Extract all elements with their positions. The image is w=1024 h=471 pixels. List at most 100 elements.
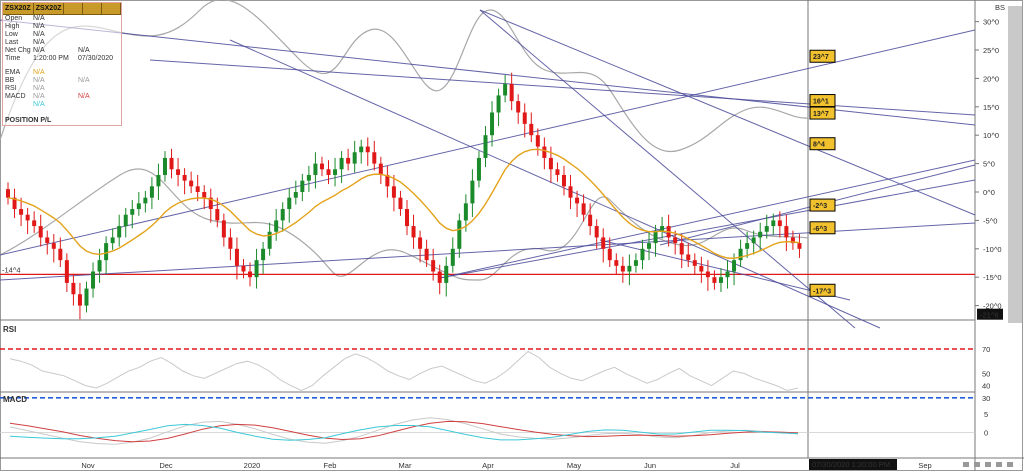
candle-body xyxy=(542,146,547,158)
info-label: Time xyxy=(5,55,21,62)
info-label: MACD xyxy=(5,93,26,100)
rsi-tick-label: 70 xyxy=(982,345,990,354)
candle-body xyxy=(77,294,82,306)
candle-body xyxy=(267,231,272,249)
symbol-tab[interactable]: ZSX20Z xyxy=(3,3,34,14)
macd-tick-label: 0 xyxy=(984,429,988,438)
candle-body xyxy=(287,197,292,210)
candle-body xyxy=(391,186,396,198)
ema-line-path xyxy=(7,148,800,260)
candle-body xyxy=(378,163,383,175)
candle-body xyxy=(176,169,181,175)
candles xyxy=(6,72,802,320)
candle-body xyxy=(306,174,311,181)
price-tick-label: -10^0 xyxy=(983,245,1002,254)
symbol-tab-empty[interactable] xyxy=(102,3,121,14)
level-callout-text: 8^4 xyxy=(813,141,825,149)
level-callout-box xyxy=(809,106,836,120)
candle-body xyxy=(503,84,508,96)
candle-body xyxy=(97,260,102,272)
candle-body xyxy=(228,237,233,249)
info-label: Net Chg xyxy=(5,47,31,54)
candle-body xyxy=(568,186,573,198)
candle-body xyxy=(189,180,194,187)
candle-body xyxy=(581,203,586,215)
trendline xyxy=(439,159,976,279)
price-tick-label: 10^0 xyxy=(983,131,999,140)
info-value: N/A xyxy=(33,23,45,30)
macd-panel-label: MACD xyxy=(3,395,27,404)
candle-body xyxy=(319,163,324,170)
candle-body xyxy=(601,237,606,249)
info-row-macd: MACD N/A N/A xyxy=(5,93,90,101)
info-value-secondary: N/A xyxy=(78,93,90,100)
info-label: BB xyxy=(5,77,15,84)
candle-body xyxy=(758,231,763,238)
info-value: N/A xyxy=(33,39,45,46)
price-tick-label: 0^0 xyxy=(983,188,995,197)
time-tick-label: Jun xyxy=(644,461,656,470)
candle-body xyxy=(149,186,154,198)
macd-line xyxy=(9,417,799,445)
level-callout-text: 13^7 xyxy=(813,110,829,118)
rsi-panel-label: RSI xyxy=(3,325,16,334)
candle-body xyxy=(274,220,279,232)
candle-body xyxy=(143,197,148,204)
price-tick-label: 25^0 xyxy=(983,46,999,55)
candle-body xyxy=(64,260,69,283)
candle-body xyxy=(418,237,423,249)
scroll-dot xyxy=(996,462,1002,467)
candle-body xyxy=(346,157,351,164)
candle-body xyxy=(647,243,652,249)
candle-body xyxy=(365,146,370,153)
candle-body xyxy=(476,157,481,181)
candle-body xyxy=(117,226,122,238)
candle-body xyxy=(509,84,514,102)
candle-body xyxy=(38,226,43,238)
candle-body xyxy=(594,226,599,238)
info-value-secondary: 07/30/2020 xyxy=(78,55,114,62)
info-row-high: High N/A xyxy=(5,23,45,31)
candle-body xyxy=(293,192,298,198)
candle-body xyxy=(692,260,697,266)
candle-body xyxy=(91,271,96,289)
candle-body xyxy=(352,152,357,164)
info-value: N/A xyxy=(33,15,45,22)
trendline xyxy=(439,179,976,279)
info-row-open: Open N/A xyxy=(5,15,45,23)
candle-body xyxy=(673,237,678,244)
candle-body xyxy=(411,226,416,238)
level-callouts: 23^7 16^1 13^7 8^4 -2^3 -6^3 -17^3 xyxy=(809,49,836,297)
candle-body xyxy=(215,209,220,221)
level-callout-box xyxy=(809,198,836,212)
candle-body xyxy=(280,209,285,221)
price-tick-label: -15^0 xyxy=(983,273,1002,282)
info-label: Last xyxy=(5,39,19,46)
price-tick-label: 15^0 xyxy=(983,103,999,112)
info-label: High xyxy=(5,23,20,30)
candle-body xyxy=(19,209,24,215)
level-callout-box xyxy=(809,283,836,297)
rsi-tick-label: 40 xyxy=(982,382,990,391)
candle-body xyxy=(162,157,167,175)
rsi-tick-label: 30 xyxy=(982,394,990,403)
symbol-tab[interactable]: ZSX20Z xyxy=(34,3,65,14)
symbol-tab-empty[interactable] xyxy=(64,3,84,14)
candle-body xyxy=(627,265,632,272)
candle-body xyxy=(771,220,776,227)
price-tick-label: 5^0 xyxy=(983,160,995,169)
candle-body xyxy=(385,174,390,187)
axes: 705040305030^025^020^015^010^05^00^0-5^0… xyxy=(81,3,1013,470)
info-row-bb: BB N/A N/A xyxy=(5,77,90,85)
info-value: N/A xyxy=(33,69,45,76)
position-pl-label: POSITION P/L xyxy=(5,117,52,124)
candle-body xyxy=(130,209,135,215)
symbol-tab-empty[interactable] xyxy=(83,3,103,14)
candle-body xyxy=(732,260,737,272)
candle-body xyxy=(620,265,625,272)
candle-body xyxy=(234,248,239,266)
candle-body xyxy=(405,209,409,227)
candle-body xyxy=(195,186,200,192)
info-value: N/A xyxy=(33,101,45,108)
